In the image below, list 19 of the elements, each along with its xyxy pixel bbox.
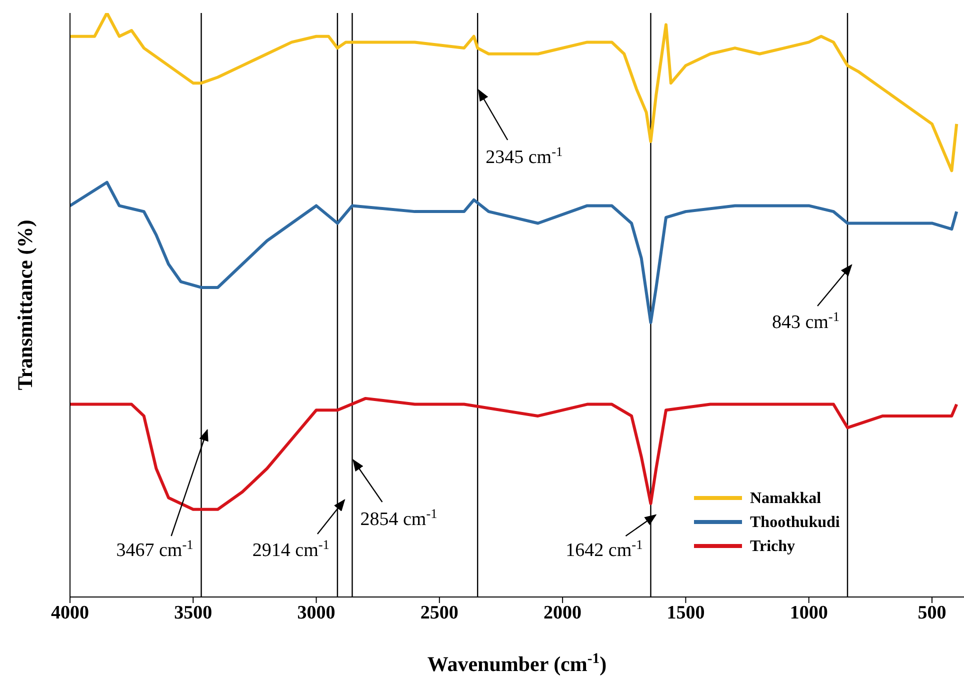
ref-line-label: 2914 cm$^{-1}$ xyxy=(252,536,330,561)
x-axis-title: Wavenumber (cm$^{-1}$) xyxy=(427,651,607,676)
x-tick-label: 3000 xyxy=(297,602,336,624)
x-tick-label: 2000 xyxy=(544,602,582,624)
x-tick-label: 500 xyxy=(918,602,946,624)
ref-line-label: 2345 cm$^{-1}$ xyxy=(486,144,563,168)
x-tick-label: 2500 xyxy=(420,602,458,624)
x-tick-label: 1000 xyxy=(790,602,828,624)
x-tick-label: 3500 xyxy=(174,602,212,624)
ref-line-label: 843 cm$^{-1}$ xyxy=(772,308,840,333)
y-axis-title: Transmittance (%) xyxy=(13,220,37,390)
legend-label: Thoothukudi xyxy=(750,514,840,531)
ref-line-label: 2854 cm$^{-1}$ xyxy=(360,506,438,530)
x-tick-label: 1500 xyxy=(666,602,705,624)
ref-line-label: 3467 cm$^{-1}$ xyxy=(116,536,194,561)
ref-line-label: 1642 cm$^{-1}$ xyxy=(566,536,643,561)
legend-label: Trichy xyxy=(750,538,796,555)
x-tick-label: 4000 xyxy=(51,602,89,624)
legend-label: Namakkal xyxy=(750,490,822,507)
